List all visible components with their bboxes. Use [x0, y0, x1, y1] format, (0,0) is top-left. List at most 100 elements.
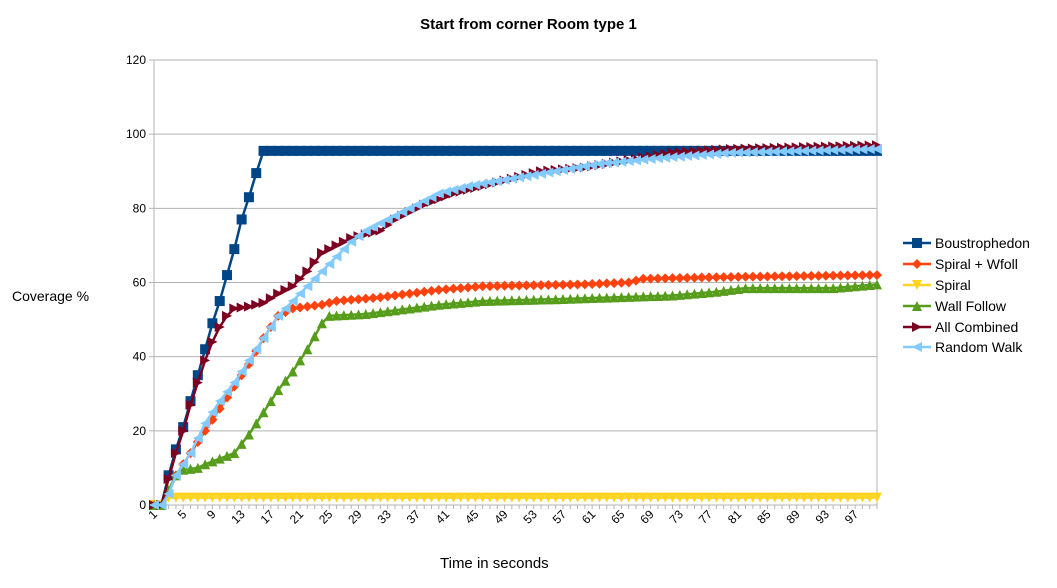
- data-point-random-walk: [375, 218, 386, 229]
- data-point-boustrophedon: [222, 270, 233, 281]
- data-point-random-walk: [251, 344, 262, 355]
- data-point-spiral: [835, 492, 846, 503]
- data-point-wall-follow: [280, 375, 291, 386]
- data-point-random-walk: [411, 199, 422, 210]
- data-point-all-combined: [309, 257, 320, 268]
- x-tick-label: 69: [637, 507, 657, 527]
- data-point-random-walk: [842, 144, 853, 155]
- data-point-wall-follow: [609, 292, 620, 303]
- data-point-spiral: [287, 492, 298, 503]
- data-point-wall-follow: [660, 290, 671, 301]
- data-point-random-walk: [390, 210, 400, 221]
- data-point-random-walk: [156, 500, 167, 510]
- data-point-random-walk: [353, 231, 364, 242]
- data-point-spiral: [441, 492, 452, 503]
- data-point-spiral-wfoll: [813, 270, 824, 281]
- data-point-wall-follow: [309, 331, 320, 342]
- data-point-random-walk: [550, 166, 561, 177]
- data-point-wall-follow: [236, 438, 247, 449]
- data-point-spiral: [594, 492, 605, 503]
- x-tick-label: 45: [462, 507, 482, 527]
- data-point-spiral: [777, 492, 788, 503]
- data-point-random-walk: [660, 152, 671, 163]
- data-point-spiral-wfoll: [521, 280, 532, 291]
- x-tick-label: 73: [667, 507, 687, 527]
- data-point-wall-follow: [528, 294, 539, 305]
- data-point-spiral-wfoll: [696, 272, 707, 283]
- data-point-spiral: [725, 492, 736, 503]
- data-point-spiral: [609, 492, 620, 503]
- data-point-spiral: [360, 492, 371, 503]
- data-point-boustrophedon: [324, 145, 335, 156]
- data-point-spiral: [682, 492, 693, 503]
- data-point-boustrophedon: [346, 145, 357, 156]
- data-point-boustrophedon: [251, 168, 262, 179]
- data-point-random-walk: [163, 488, 174, 499]
- data-point-wall-follow: [214, 453, 225, 464]
- data-point-random-walk: [229, 377, 240, 388]
- data-point-boustrophedon: [375, 145, 386, 156]
- data-point-random-walk: [243, 355, 254, 366]
- data-point-spiral: [455, 492, 466, 503]
- data-point-all-combined: [178, 425, 189, 436]
- data-point-boustrophedon: [273, 145, 284, 156]
- data-point-spiral-wfoll: [316, 299, 327, 310]
- data-point-spiral-wfoll: [419, 286, 430, 297]
- data-point-wall-follow: [835, 282, 846, 293]
- data-point-spiral-wfoll: [623, 277, 634, 288]
- data-point-wall-follow: [419, 301, 430, 312]
- data-point-spiral-wfoll: [667, 273, 678, 284]
- data-point-spiral-wfoll: [404, 288, 415, 299]
- y-tick-label: 100: [126, 127, 146, 141]
- y-tick-label: 120: [126, 53, 146, 67]
- data-point-boustrophedon: [470, 145, 481, 156]
- data-point-spiral-wfoll: [740, 271, 751, 282]
- data-point-boustrophedon: [660, 145, 671, 156]
- data-point-spiral-wfoll: [411, 287, 422, 298]
- data-point-boustrophedon: [368, 145, 379, 156]
- data-point-wall-follow: [331, 310, 342, 321]
- data-point-wall-follow: [798, 283, 809, 294]
- data-point-wall-follow: [192, 462, 203, 473]
- data-point-spiral: [638, 492, 649, 503]
- data-point-spiral: [850, 492, 861, 503]
- data-point-boustrophedon: [200, 344, 211, 355]
- data-point-wall-follow: [506, 295, 517, 306]
- data-point-spiral-wfoll: [762, 271, 773, 282]
- data-point-wall-follow: [631, 291, 641, 302]
- data-point-all-combined: [185, 399, 196, 410]
- data-point-random-walk: [623, 156, 634, 167]
- data-point-random-walk: [265, 322, 276, 332]
- data-point-spiral: [477, 492, 488, 503]
- data-point-wall-follow: [185, 463, 196, 474]
- legend-swatch-spiral: [903, 279, 931, 290]
- data-point-boustrophedon: [594, 145, 605, 156]
- data-point-random-walk: [762, 146, 773, 157]
- legend-item-spiral-wfoll: Spiral + Wfoll: [903, 254, 1030, 275]
- data-point-random-walk: [236, 366, 247, 377]
- data-point-spiral-wfoll: [609, 278, 620, 289]
- data-point-random-walk: [725, 147, 736, 158]
- data-point-wall-follow: [243, 429, 254, 440]
- data-point-spiral-wfoll: [470, 281, 481, 292]
- data-point-spiral: [660, 492, 671, 503]
- data-point-spiral-wfoll: [390, 290, 400, 301]
- data-point-wall-follow: [623, 291, 634, 302]
- data-point-random-walk: [543, 167, 554, 178]
- data-point-spiral: [696, 492, 707, 503]
- data-point-boustrophedon: [207, 318, 218, 329]
- data-point-wall-follow: [463, 297, 474, 308]
- data-point-spiral-wfoll: [382, 291, 393, 302]
- legend-item-all-combined: All Combined: [903, 316, 1030, 337]
- data-point-spiral: [543, 492, 554, 503]
- legend-swatch-all-combined: [903, 321, 931, 332]
- data-point-spiral-wfoll: [492, 280, 503, 291]
- data-point-all-combined: [302, 266, 313, 277]
- data-point-spiral-wfoll: [638, 273, 649, 284]
- legend-swatch-spiral-wfoll: [903, 259, 931, 270]
- data-point-spiral-wfoll: [484, 281, 495, 292]
- x-tick-label: 77: [696, 507, 716, 527]
- data-point-random-walk: [806, 145, 817, 156]
- data-point-boustrophedon: [601, 145, 612, 156]
- data-point-spiral: [426, 492, 437, 503]
